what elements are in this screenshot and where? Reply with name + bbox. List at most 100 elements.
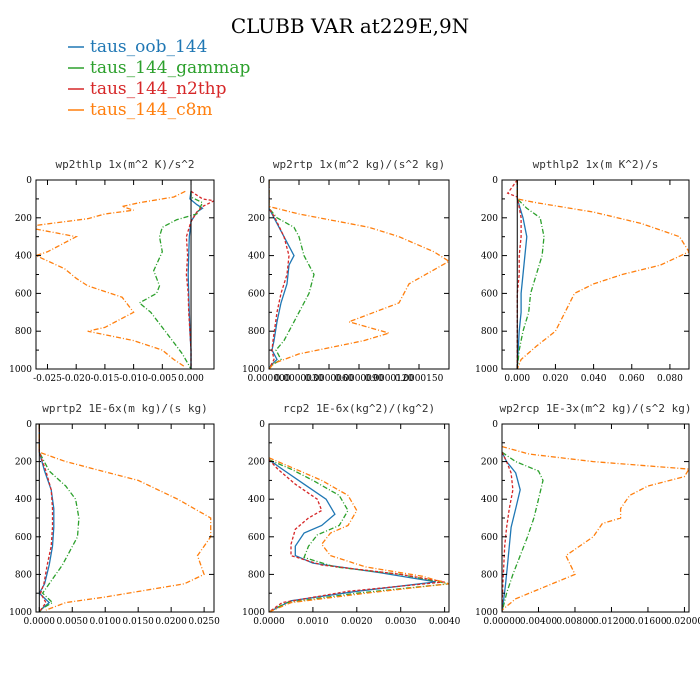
series-line-taus_144_gammap <box>269 180 315 369</box>
y-tick-label: 800 <box>248 570 265 580</box>
chart-panel-4: rcp2 1E-6x(kg^2)/(kg^2) 0 200 400 600 800 1000… <box>242 402 461 627</box>
x-tick-label: 0.01200 <box>593 617 630 627</box>
chart-panel-1: wp2rtp 1x(m^2 kg)/(s^2 kg) 0 200 400 600 800 1… <box>242 158 450 384</box>
series-line-taus_144_n2thp <box>502 451 514 612</box>
series-line-taus_144_c8m <box>38 424 212 611</box>
series-line-taus_144_c8m <box>36 190 186 368</box>
series-line-taus_144_n2thp <box>185 190 214 369</box>
y-tick-label: 0 <box>492 420 498 430</box>
x-tick-label: 0.0100 <box>89 617 121 627</box>
series-line-taus_144_c8m <box>269 180 449 369</box>
chart-panel-2: wpthlp2 1x(m K^2)/s 0 200 400 600 800 1000 0.00… <box>475 158 690 384</box>
y-tick-label: 200 <box>248 458 265 468</box>
plot-frame <box>35 179 215 370</box>
x-tick-label: 0.020 <box>543 374 569 384</box>
x-tick-label: 0.0150 <box>122 617 154 627</box>
y-tick-label: 1000 <box>475 608 498 618</box>
series-line-taus_oob_144 <box>187 191 204 369</box>
y-tick-label: 0 <box>26 420 32 430</box>
y-tick-label: 400 <box>15 252 32 262</box>
x-tick-label: 0.0000060 <box>305 374 354 384</box>
y-tick-label: 1000 <box>242 365 265 375</box>
y-tick-label: 800 <box>15 570 32 580</box>
series-line-taus_144_gammap <box>269 459 449 612</box>
series-line-taus_144_gammap <box>502 451 544 612</box>
y-tick-label: 600 <box>248 289 265 299</box>
panel-title: wp2thlp 1x(m^2 K)/s^2 <box>55 158 194 171</box>
chart-panel-5: wp2rcp 1E-3x(m^2 kg)/(s^2 kg)0 200 400 600 8… <box>475 402 700 627</box>
y-tick-label: 1000 <box>9 608 32 618</box>
x-tick-label: 0.0000150 <box>395 374 444 384</box>
panels: wp2thlp 1x(m^2 K)/s^2 0 200 400 600 800 1000 -0… <box>9 158 700 627</box>
legend-label-3: taus_144_c8m <box>90 100 213 120</box>
x-tick-label: 0.0000120 <box>365 374 414 384</box>
series-line-taus_oob_144 <box>516 180 528 369</box>
y-tick-label: 800 <box>248 327 265 337</box>
series-line-taus_oob_144 <box>38 424 55 612</box>
series-line-taus_144_gammap <box>516 180 545 369</box>
panel-title: wp2rtp 1x(m^2 kg)/(s^2 kg) <box>273 158 445 171</box>
y-tick-label: 200 <box>481 214 498 224</box>
y-tick-label: 0 <box>259 420 265 430</box>
x-tick-label: 0.0000 <box>253 617 285 627</box>
series-line-taus_oob_144 <box>502 451 521 612</box>
y-tick-label: 0 <box>492 176 498 186</box>
x-tick-label: 0.040 <box>581 374 607 384</box>
x-tick-label: 0.02000 <box>666 617 700 627</box>
x-tick-label: 0.00800 <box>556 617 593 627</box>
y-tick-label: 0 <box>26 176 32 186</box>
x-tick-label: 0.000000 <box>248 374 291 384</box>
x-tick-label: 0.0250 <box>188 617 220 627</box>
y-tick-label: 200 <box>481 458 498 468</box>
y-tick-label: 800 <box>481 570 498 580</box>
y-tick-label: 400 <box>248 495 265 505</box>
x-tick-label: 0.0040 <box>429 617 461 627</box>
y-tick-label: 600 <box>481 533 498 543</box>
x-tick-label: 0.0000090 <box>335 374 384 384</box>
series-line-taus_144_c8m <box>516 180 689 369</box>
y-tick-label: 800 <box>481 327 498 337</box>
figure-title: CLUBB VAR at229E,9N <box>231 14 469 38</box>
y-tick-label: 400 <box>481 495 498 505</box>
x-tick-label: -0.015 <box>90 374 119 384</box>
y-tick-label: 400 <box>481 252 498 262</box>
legend: taus_oob_144taus_144_gammaptaus_144_n2th… <box>68 37 250 120</box>
x-tick-label: 0.080 <box>657 374 683 384</box>
x-tick-label: 0.00400 <box>520 617 557 627</box>
plot-frame <box>268 179 450 370</box>
x-tick-label: 0.0030 <box>385 617 417 627</box>
x-tick-label: 0.060 <box>619 374 645 384</box>
x-tick-label: 0.0020 <box>341 617 373 627</box>
x-tick-label: -0.005 <box>148 374 177 384</box>
series-line-taus_144_c8m <box>269 457 449 612</box>
x-tick-label: 0.000 <box>504 374 530 384</box>
x-tick-label: 0.0000030 <box>275 374 324 384</box>
y-tick-label: 0 <box>259 176 265 186</box>
y-tick-label: 1000 <box>242 608 265 618</box>
series-line-taus_144_gammap <box>138 191 204 369</box>
y-tick-label: 600 <box>481 289 498 299</box>
series-line-taus_144_n2thp <box>506 180 522 369</box>
panel-title: wp2rcp 1E-3x(m^2 kg)/(s^2 kg) <box>499 402 691 415</box>
y-tick-label: 200 <box>248 214 265 224</box>
y-tick-label: 1000 <box>475 365 498 375</box>
series-line-taus_oob_144 <box>269 459 436 612</box>
legend-label-1: taus_144_gammap <box>90 58 250 78</box>
y-tick-label: 400 <box>248 252 265 262</box>
y-tick-label: 600 <box>248 533 265 543</box>
legend-label-0: taus_oob_144 <box>90 37 207 57</box>
x-tick-label: 0.000 <box>178 374 204 384</box>
series-line-taus_144_c8m <box>502 445 689 611</box>
panel-title: wpthlp2 1x(m K^2)/s <box>533 158 659 171</box>
x-tick-label: 0.0010 <box>297 617 329 627</box>
x-tick-label: -0.020 <box>62 374 91 384</box>
x-tick-label: 0.01600 <box>629 617 666 627</box>
x-tick-label: 0.00000 <box>483 617 520 627</box>
y-tick-label: 600 <box>15 289 32 299</box>
x-tick-label: 0.0000 <box>24 617 56 627</box>
panel-title: rcp2 1E-6x(kg^2)/(kg^2) <box>283 402 435 415</box>
x-tick-label: -0.010 <box>119 374 148 384</box>
y-tick-label: 1000 <box>9 365 32 375</box>
y-tick-label: 200 <box>15 458 32 468</box>
